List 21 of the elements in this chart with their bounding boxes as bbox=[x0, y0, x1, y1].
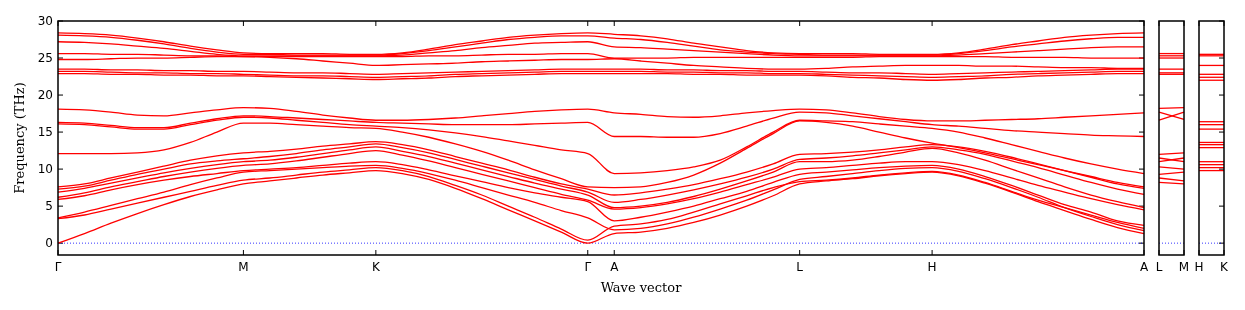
x-axis-title: Wave vector bbox=[600, 280, 683, 295]
y-tick-label: 30 bbox=[37, 14, 53, 28]
y-tick-label: 20 bbox=[37, 88, 53, 103]
y-tick-label: 10 bbox=[37, 162, 53, 177]
y-tick-label: 25 bbox=[37, 51, 53, 66]
x-tick-label: H bbox=[1194, 260, 1204, 274]
x-tick-label: L bbox=[1155, 260, 1163, 274]
x-tick-label: L bbox=[796, 260, 804, 274]
y-axis-title: Frequency (THz) bbox=[12, 82, 27, 194]
x-tick-label: Γ bbox=[54, 260, 62, 274]
x-tick-label: M bbox=[238, 260, 249, 274]
x-tick-label: A bbox=[610, 260, 620, 274]
x-tick-label: H bbox=[927, 260, 937, 274]
y-tick-label: 0 bbox=[45, 236, 53, 251]
x-tick-label: Γ bbox=[584, 260, 592, 274]
y-tick-label: 15 bbox=[37, 125, 53, 140]
x-tick-label: K bbox=[371, 260, 381, 274]
y-tick-label: 5 bbox=[45, 199, 53, 214]
x-tick-label: M bbox=[1178, 260, 1190, 274]
x-tick-label: A bbox=[1139, 260, 1149, 274]
x-tick-label: K bbox=[1220, 260, 1230, 274]
